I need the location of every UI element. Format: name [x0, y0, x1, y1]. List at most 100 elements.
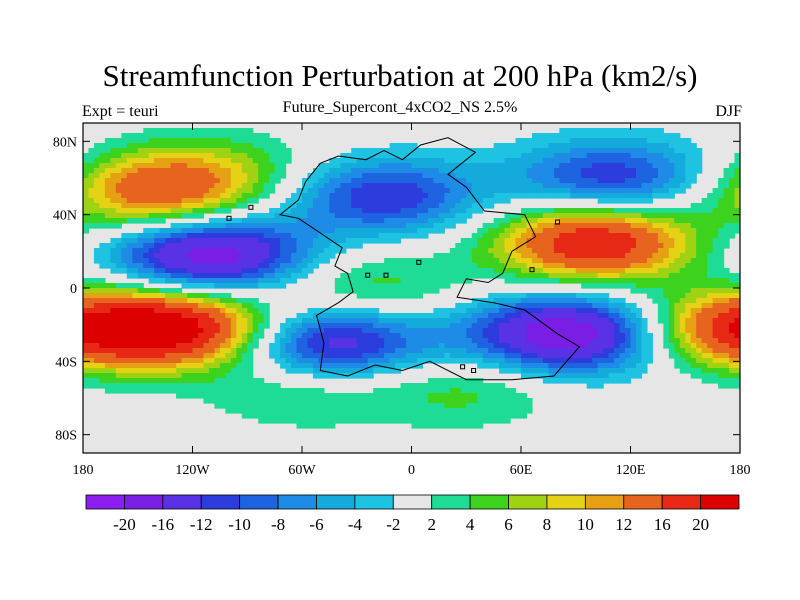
contour-cell [427, 268, 434, 274]
contour-cell [395, 313, 402, 319]
contour-cell [389, 173, 396, 179]
contour-cell [247, 148, 254, 154]
contour-cell [723, 328, 730, 334]
contour-cell [307, 343, 314, 349]
contour-cell [586, 323, 593, 329]
contour-cell [603, 293, 610, 299]
contour-cell [504, 323, 511, 329]
contour-cell [395, 323, 402, 329]
contour-cell [548, 178, 555, 184]
contour-cell [438, 308, 445, 314]
contour-cell [707, 308, 714, 314]
contour-cell [192, 263, 199, 269]
contour-cell [148, 288, 155, 294]
contour-cell [323, 348, 330, 354]
contour-cell [247, 358, 254, 364]
contour-cell [510, 338, 517, 344]
contour-cell [208, 378, 215, 384]
contour-cell [340, 243, 347, 249]
contour-cell [400, 193, 407, 199]
contour-cell [526, 188, 533, 194]
contour-cell [466, 248, 473, 254]
contour-cell [197, 303, 205, 309]
contour-cell [148, 173, 155, 179]
contour-cell [126, 373, 133, 379]
contour-cell [395, 228, 402, 234]
contour-cell [312, 243, 320, 249]
contour-cell [433, 328, 440, 334]
contour-cell [455, 203, 462, 209]
contour-cell [143, 178, 150, 184]
contour-cell [241, 228, 248, 234]
contour-cell [619, 158, 626, 164]
contour-cell [427, 148, 434, 154]
contour-cell [274, 228, 281, 234]
contour-cell [416, 288, 424, 294]
contour-cell [340, 283, 347, 289]
contour-cell [367, 273, 374, 279]
contour-cell [362, 268, 369, 274]
contour-cell [592, 318, 599, 324]
contour-cell [285, 333, 292, 339]
contour-cell [548, 368, 555, 374]
contour-cell [635, 278, 643, 284]
contour-cell [406, 223, 413, 229]
contour-cell [115, 188, 122, 194]
contour-cell [608, 188, 615, 194]
contour-cell [619, 188, 626, 194]
contour-cell [148, 358, 155, 364]
contour-cell [603, 208, 610, 214]
contour-cell [608, 343, 615, 349]
contour-cell [104, 368, 111, 374]
contour-cell [663, 238, 670, 244]
contour-cell [323, 223, 330, 229]
contour-cell [83, 378, 90, 384]
contour-cell [526, 328, 533, 334]
contour-cell [510, 258, 517, 264]
contour-cell [597, 368, 604, 374]
contour-cell [696, 218, 703, 224]
contour-cell [378, 278, 385, 284]
contour-cell [285, 268, 292, 274]
contour-cell [542, 213, 549, 219]
contour-cell [351, 168, 358, 174]
contour-cell [241, 378, 248, 384]
contour-cell [477, 148, 484, 154]
contour-cell [241, 363, 248, 369]
contour-cell [192, 153, 199, 159]
contour-cell [581, 168, 588, 174]
contour-cell [422, 233, 429, 239]
contour-cell [696, 358, 703, 364]
contour-cell [126, 168, 133, 174]
contour-cell [729, 378, 736, 384]
contour-cell [258, 138, 265, 144]
contour-cell [592, 278, 599, 284]
contour-cell [734, 168, 740, 174]
contour-cell [548, 378, 555, 384]
contour-cell [696, 368, 703, 374]
contour-cell [373, 288, 380, 294]
contour-cell [657, 278, 664, 284]
contour-cell [285, 258, 292, 264]
contour-cell [641, 193, 648, 199]
contour-cell [592, 333, 599, 339]
contour-cell [586, 243, 593, 249]
contour-cell [663, 303, 670, 309]
contour-cell [460, 313, 467, 319]
contour-cell [291, 338, 298, 344]
contour-cell [696, 263, 703, 269]
contour-cell [93, 173, 101, 179]
contour-cell [663, 318, 670, 324]
contour-cell [603, 298, 610, 304]
contour-cell [493, 193, 500, 199]
contour-cell [373, 203, 380, 209]
contour-cell [646, 258, 653, 264]
contour-cell [187, 298, 194, 304]
contour-cell [247, 368, 254, 374]
contour-cell [154, 178, 161, 184]
contour-cell [176, 153, 183, 159]
contour-cell [230, 253, 237, 259]
contour-cell [718, 333, 725, 339]
contour-cell [635, 283, 643, 289]
contour-cell [132, 293, 139, 299]
